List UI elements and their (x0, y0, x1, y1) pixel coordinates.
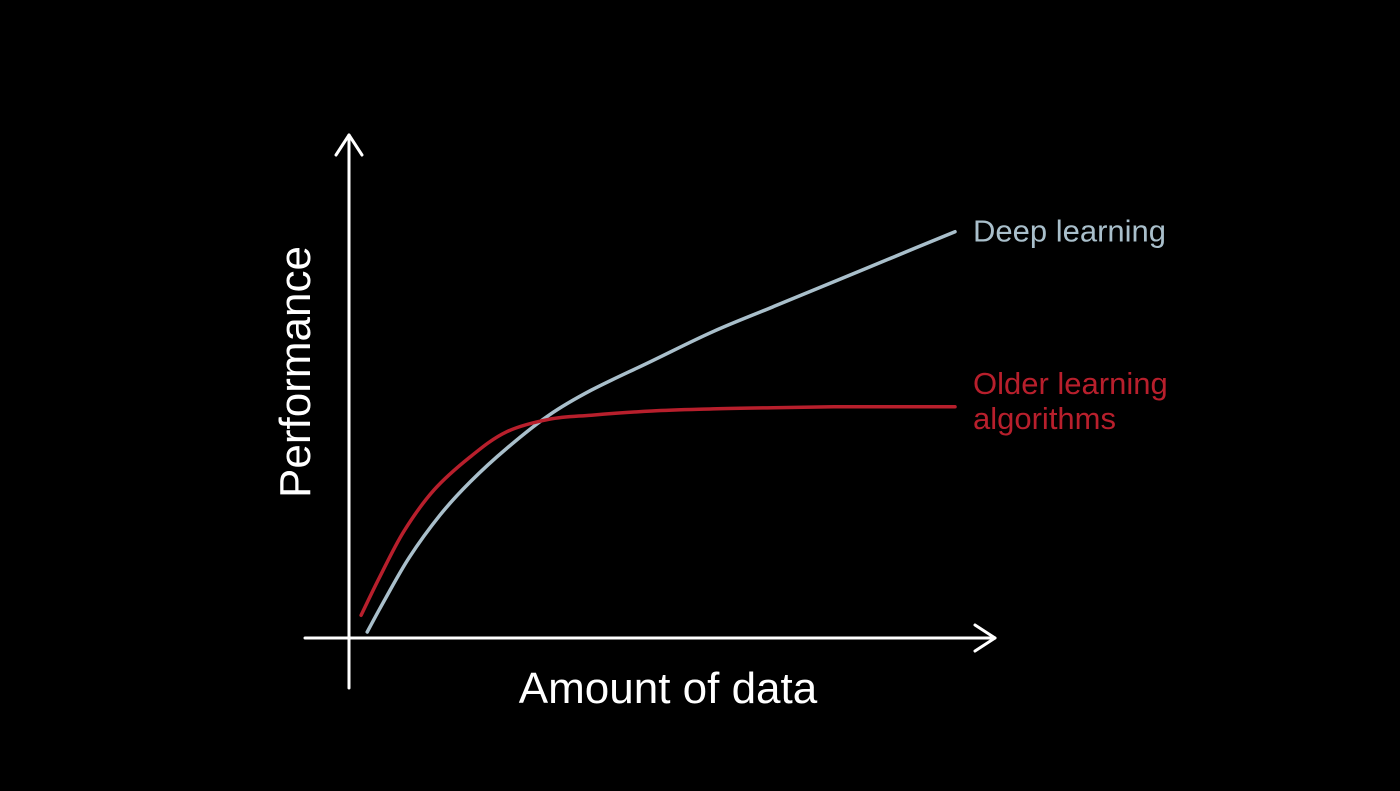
y-axis-label: Performance (271, 246, 320, 498)
series-line-older-learning-algorithms (359, 405, 957, 618)
x-axis-label: Amount of data (519, 664, 818, 713)
series-label-line: Older learning (973, 366, 1168, 401)
y-axis-arrowhead (334, 133, 364, 157)
series-layer: Deep learning Older learning algorithms (359, 214, 1168, 634)
x-axis-arrowhead (973, 623, 997, 653)
series-label-line: algorithms (973, 401, 1116, 436)
series-label-line: Deep learning (973, 214, 1166, 249)
series-label-older-learning-algorithms: Older learning algorithms (973, 366, 1168, 436)
series-label-deep-learning: Deep learning (973, 214, 1166, 249)
series-line-deep-learning (365, 229, 957, 634)
